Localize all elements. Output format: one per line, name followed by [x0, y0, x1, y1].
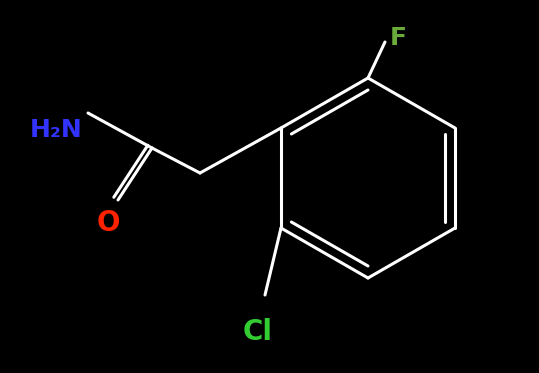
- Text: H₂N: H₂N: [30, 118, 83, 142]
- Text: Cl: Cl: [243, 318, 273, 346]
- Text: F: F: [390, 26, 407, 50]
- Text: O: O: [96, 209, 120, 237]
